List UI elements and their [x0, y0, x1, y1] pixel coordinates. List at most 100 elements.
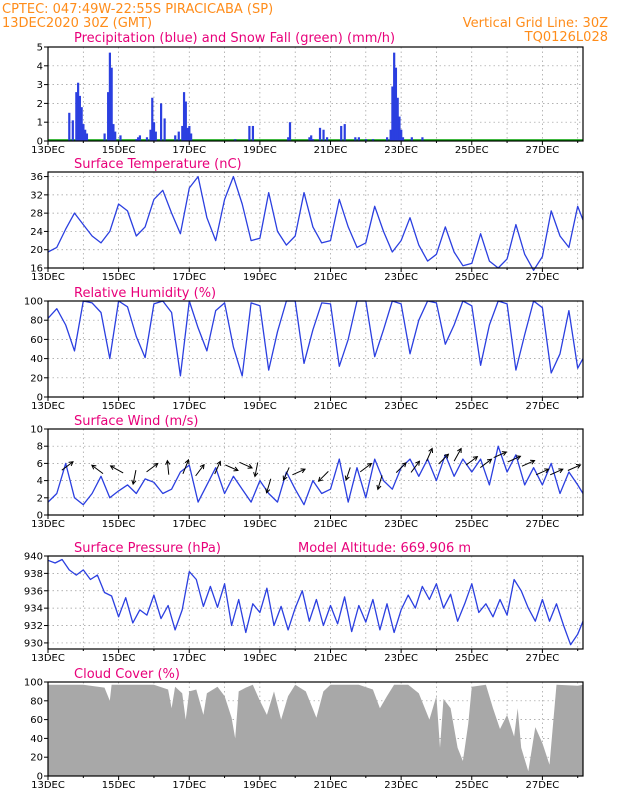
x-tick-label: 19DEC	[243, 272, 277, 283]
precip-bar	[190, 133, 193, 141]
wind-arrow-head	[344, 475, 350, 482]
precip-bar	[85, 133, 89, 141]
precip-bar	[82, 124, 85, 141]
wind-arrow-head	[415, 460, 421, 466]
panel-frame	[47, 555, 584, 650]
precip-bar	[251, 125, 255, 141]
wind-arrow-head	[216, 460, 222, 466]
precip-bar	[188, 125, 191, 141]
precip-bar	[80, 107, 83, 141]
precip-bar	[152, 122, 156, 141]
x-tick-label: 25DEC	[455, 145, 489, 156]
wind-arrow-head	[443, 453, 450, 459]
precip-bar	[310, 135, 313, 141]
precip-bar	[174, 135, 177, 141]
precip-bar	[357, 137, 360, 141]
panel-2: Relative Humidity (%) 0 20 40 60 80 100 13DEC 15…	[24, 286, 584, 412]
y-tick-label: 24	[30, 227, 43, 238]
x-tick-label: 23DEC	[384, 145, 418, 156]
wind-arrow	[567, 464, 581, 471]
y-tick-label: 3	[37, 80, 43, 91]
precip-bar	[386, 137, 389, 141]
precip-bar	[287, 137, 290, 141]
x-tick-label: 27DEC	[526, 780, 560, 791]
panel-4: Surface Pressure (hPa) Model Altitude: 66…	[24, 541, 584, 664]
precip-bar	[364, 139, 368, 141]
x-tick-label: 25DEC	[455, 401, 489, 412]
wind-arrow-head	[184, 458, 190, 465]
x-tick-label: 21DEC	[314, 780, 348, 791]
cloud-cover-area	[48, 684, 583, 776]
y-tick-label: 40	[30, 354, 43, 365]
y-tick-label: 0	[37, 137, 43, 148]
wind-arrow-head	[486, 458, 493, 464]
precip-bar	[311, 139, 315, 141]
wind-arrow	[166, 460, 170, 475]
wind-arrow	[292, 468, 306, 476]
header-date: 13DEC2020 30Z (GMT)	[2, 16, 152, 31]
wind-arrow	[377, 475, 383, 490]
x-tick-label: 15DEC	[102, 780, 136, 791]
wind-arrow	[395, 462, 407, 473]
y-tick-label: 2	[37, 99, 43, 110]
y-tick-label: 10	[30, 425, 43, 436]
wind-arrow	[146, 463, 159, 473]
y-tick-label: 930	[24, 638, 43, 649]
y-tick-label: 80	[30, 696, 43, 707]
wind-arrow	[535, 468, 549, 476]
wind-arrow-head	[233, 466, 239, 472]
wind-arrow-head	[515, 455, 522, 461]
y-tick-label: 8	[37, 442, 43, 453]
x-tick-label: 19DEC	[243, 401, 277, 412]
x-tick-label: 19DEC	[243, 145, 277, 156]
precip-bar	[103, 133, 106, 141]
precip-bar	[340, 125, 343, 141]
x-tick-label: 15DEC	[102, 519, 136, 530]
precip-bar	[119, 135, 122, 141]
x-tick-label: 13DEC	[31, 519, 65, 530]
wind-arrow-head	[265, 488, 271, 494]
precip-bar	[343, 124, 346, 141]
y-tick-label: 28	[30, 209, 43, 220]
x-tick-label: 23DEC	[384, 272, 418, 283]
x-tick-label: 13DEC	[31, 401, 65, 412]
panel-title: Surface Temperature (nC)	[74, 157, 242, 172]
precip-bar	[145, 137, 149, 141]
wind-arrow	[465, 456, 478, 466]
x-tick-label: 15DEC	[102, 145, 136, 156]
wind-arrow-head	[68, 461, 74, 467]
wind-arrow	[493, 451, 507, 459]
x-tick-label: 17DEC	[172, 145, 206, 156]
precip-bar	[181, 125, 184, 141]
wind-arrow	[195, 464, 205, 477]
x-tick-label: 27DEC	[526, 401, 560, 412]
y-tick-label: 16	[30, 264, 43, 275]
x-tick-label: 27DEC	[526, 519, 560, 530]
x-tick-label: 17DEC	[172, 519, 206, 530]
wind-arrow-head	[544, 468, 550, 474]
precip-bar	[354, 137, 357, 141]
panel-3: Surface Wind (m/s) 0 2 4 6 8 10 13DEC 15DEC 17DEC…	[30, 414, 584, 530]
y-tick-label: 60	[30, 335, 43, 346]
y-tick-label: 20	[30, 373, 43, 384]
precip-bar	[149, 129, 152, 141]
wind-arrow	[61, 461, 74, 471]
panel-frame	[47, 171, 584, 269]
precip-bar	[137, 137, 140, 141]
y-tick-label: 36	[30, 172, 43, 183]
wind-arrow	[426, 448, 433, 462]
header-model-code: TQ0126L028	[524, 30, 608, 45]
precip-bar	[410, 137, 413, 141]
wind-arrow-head	[165, 459, 171, 466]
x-tick-label: 19DEC	[243, 653, 277, 664]
x-tick-label: 27DEC	[526, 653, 560, 664]
wind-arrow-head	[131, 479, 137, 486]
precip-bar	[186, 127, 189, 141]
wind-arrow	[521, 460, 535, 467]
panel-0: Precipitation (blue) and Snow Fall (gree…	[31, 31, 584, 156]
x-tick-label: 23DEC	[384, 653, 418, 664]
x-tick-label: 23DEC	[384, 519, 418, 530]
x-tick-label: 21DEC	[314, 519, 348, 530]
precip-bar	[154, 131, 157, 141]
series-line	[47, 300, 584, 377]
